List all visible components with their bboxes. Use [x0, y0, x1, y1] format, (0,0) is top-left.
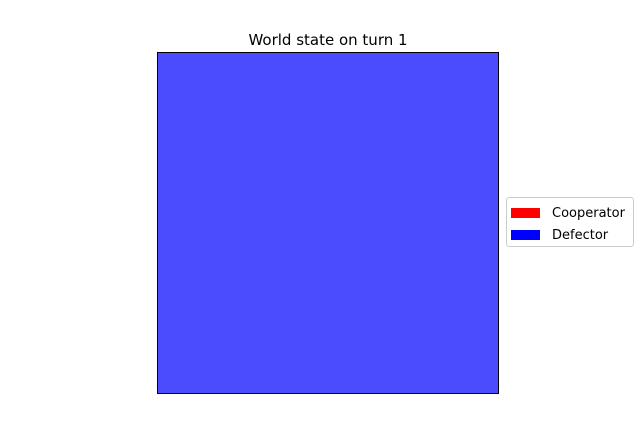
legend-entry-defector: Defector — [511, 224, 633, 246]
legend-swatch-cooperator — [511, 208, 540, 218]
chart-title: World state on turn 1 — [248, 31, 408, 49]
legend-entry-cooperator: Cooperator — [511, 202, 633, 224]
legend: Cooperator Defector — [506, 197, 634, 247]
grid-cell-defector — [158, 53, 498, 393]
legend-label-cooperator: Cooperator — [552, 205, 625, 221]
plot-area — [157, 52, 499, 394]
legend-label-defector: Defector — [552, 227, 609, 243]
world-grid — [158, 53, 498, 393]
legend-swatch-defector — [511, 230, 540, 240]
